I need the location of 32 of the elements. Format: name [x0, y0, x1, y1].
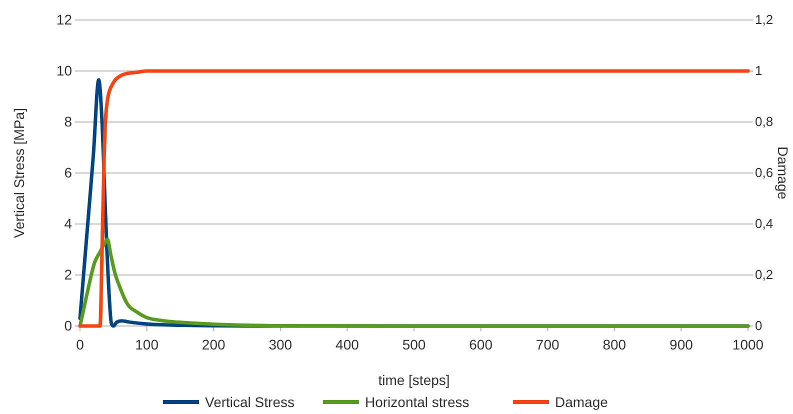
- x-axis-title: time [steps]: [378, 372, 450, 388]
- y2-tick-label: 0,2: [755, 267, 774, 282]
- y-tick-label: 12: [56, 11, 72, 28]
- y2-tick-label: 0,8: [755, 114, 774, 130]
- legend-label: Horizontal stress: [365, 394, 470, 410]
- y-tick-label: 0: [64, 317, 72, 334]
- x-tick-label: 800: [602, 336, 626, 352]
- x-tick-label: 0: [76, 336, 84, 352]
- y2-tick-label: 0: [755, 318, 762, 334]
- y-tick-label: 10: [56, 62, 72, 78]
- y-axis-title: Vertical Stress [MPa]: [11, 108, 27, 238]
- y2-tick-label: 1: [755, 63, 762, 78]
- y2-axis-title: Damage: [775, 146, 791, 200]
- y-tick-label: 6: [64, 164, 72, 180]
- x-tick-label: 500: [402, 336, 426, 352]
- x-tick-label: 700: [536, 336, 560, 352]
- x-tick-label: 400: [336, 336, 360, 352]
- y-tick-label: 4: [64, 215, 72, 232]
- legend-label: Damage: [555, 394, 608, 410]
- y2-tick-label: 0,4: [755, 216, 774, 232]
- x-tick-label: 1000: [732, 336, 764, 352]
- y2-tick-label: 0,6: [755, 165, 774, 180]
- y-tick-label: 8: [64, 113, 72, 130]
- x-tick-label: 100: [135, 336, 159, 352]
- x-tick-label: 300: [268, 336, 292, 352]
- x-tick-label: 600: [469, 336, 493, 352]
- y2-tick-label: 1,2: [755, 12, 774, 28]
- x-tick-label: 900: [670, 336, 694, 352]
- legend-label: Vertical Stress: [205, 394, 294, 410]
- y-tick-label: 2: [64, 266, 72, 282]
- line-series: [78, 238, 750, 328]
- x-tick-label: 200: [202, 336, 226, 352]
